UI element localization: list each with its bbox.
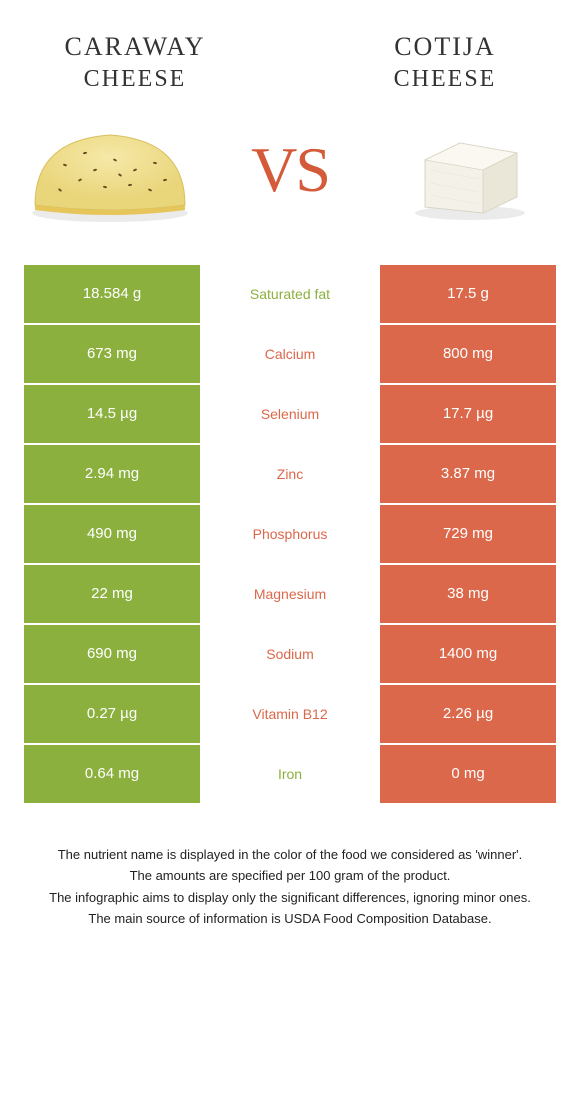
right-value-cell: 729 mg xyxy=(380,505,556,563)
right-value-cell: 2.26 µg xyxy=(380,685,556,743)
table-row: 0.27 µgVitamin B122.26 µg xyxy=(24,685,556,743)
left-value-cell: 2.94 mg xyxy=(24,445,200,503)
footer-line: The amounts are specified per 100 gram o… xyxy=(18,866,562,886)
footer-notes: The nutrient name is displayed in the co… xyxy=(0,805,580,929)
right-title-line1: Cotija xyxy=(340,30,550,64)
right-value-cell: 17.5 g xyxy=(380,265,556,323)
footer-line: The main source of information is USDA F… xyxy=(18,909,562,929)
table-row: 673 mgCalcium800 mg xyxy=(24,325,556,383)
vs-label: VS xyxy=(251,133,329,207)
footer-line: The infographic aims to display only the… xyxy=(18,888,562,908)
table-row: 490 mgPhosphorus729 mg xyxy=(24,505,556,563)
right-title-line2: cheese xyxy=(340,64,550,95)
table-row: 2.94 mgZinc3.87 mg xyxy=(24,445,556,503)
caraway-cheese-image xyxy=(20,105,200,235)
left-value-cell: 673 mg xyxy=(24,325,200,383)
right-value-cell: 38 mg xyxy=(380,565,556,623)
nutrient-label-cell: Saturated fat xyxy=(202,265,378,323)
nutrient-table: 18.584 gSaturated fat17.5 g673 mgCalcium… xyxy=(24,265,556,803)
images-row: VS xyxy=(0,105,580,265)
right-value-cell: 0 mg xyxy=(380,745,556,803)
left-value-cell: 18.584 g xyxy=(24,265,200,323)
left-value-cell: 14.5 µg xyxy=(24,385,200,443)
table-row: 14.5 µgSelenium17.7 µg xyxy=(24,385,556,443)
nutrient-label-cell: Phosphorus xyxy=(202,505,378,563)
cotija-cheese-image xyxy=(380,105,560,235)
right-value-cell: 800 mg xyxy=(380,325,556,383)
nutrient-label-cell: Calcium xyxy=(202,325,378,383)
table-row: 18.584 gSaturated fat17.5 g xyxy=(24,265,556,323)
nutrient-label-cell: Sodium xyxy=(202,625,378,683)
left-title-line2: cheese xyxy=(30,64,240,95)
nutrient-label-cell: Selenium xyxy=(202,385,378,443)
nutrient-label-cell: Zinc xyxy=(202,445,378,503)
left-value-cell: 690 mg xyxy=(24,625,200,683)
table-row: 22 mgMagnesium38 mg xyxy=(24,565,556,623)
left-food-title: Caraway cheese xyxy=(30,30,240,95)
header: Caraway cheese Cotija cheese xyxy=(0,0,580,105)
right-value-cell: 1400 mg xyxy=(380,625,556,683)
left-value-cell: 0.64 mg xyxy=(24,745,200,803)
left-title-line1: Caraway xyxy=(30,30,240,64)
left-value-cell: 0.27 µg xyxy=(24,685,200,743)
left-value-cell: 490 mg xyxy=(24,505,200,563)
left-value-cell: 22 mg xyxy=(24,565,200,623)
table-row: 0.64 mgIron0 mg xyxy=(24,745,556,803)
nutrient-label-cell: Vitamin B12 xyxy=(202,685,378,743)
nutrient-label-cell: Magnesium xyxy=(202,565,378,623)
table-row: 690 mgSodium1400 mg xyxy=(24,625,556,683)
footer-line: The nutrient name is displayed in the co… xyxy=(18,845,562,865)
right-value-cell: 3.87 mg xyxy=(380,445,556,503)
nutrient-label-cell: Iron xyxy=(202,745,378,803)
right-value-cell: 17.7 µg xyxy=(380,385,556,443)
right-food-title: Cotija cheese xyxy=(340,30,550,95)
